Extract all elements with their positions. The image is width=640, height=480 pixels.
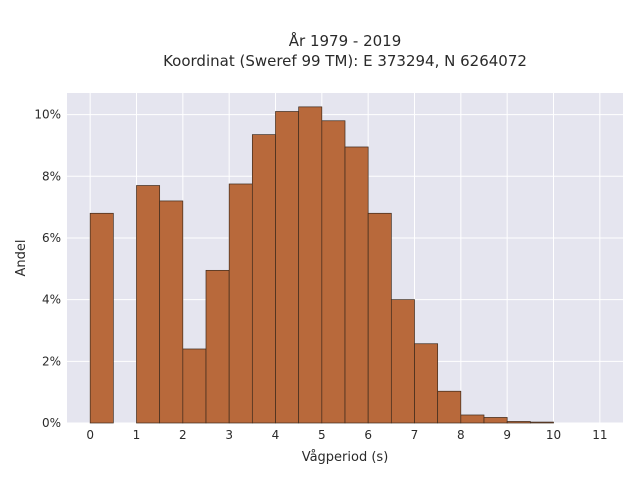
chart-title-line1: År 1979 - 2019	[289, 31, 402, 50]
x-tick-label: 4	[272, 428, 280, 442]
x-tick-label: 11	[592, 428, 607, 442]
y-tick-label: 8%	[42, 169, 61, 183]
histogram-bar	[136, 185, 161, 424]
histogram-bar	[159, 200, 184, 424]
histogram-bar	[437, 390, 462, 424]
y-tick-label: 4%	[42, 293, 61, 307]
x-tick-label: 9	[503, 428, 511, 442]
x-tick-label: 2	[179, 428, 187, 442]
histogram-bar	[344, 146, 369, 424]
histogram-bar	[367, 212, 392, 424]
histogram-bar	[460, 414, 485, 424]
histogram-bar	[275, 111, 300, 424]
histogram-bar	[205, 269, 230, 424]
x-tick-label: 8	[457, 428, 465, 442]
histogram-bar	[251, 134, 276, 424]
x-tick-label: 6	[364, 428, 372, 442]
histogram-bar	[298, 106, 323, 424]
chart-title-line2: Koordinat (Sweref 99 TM): E 373294, N 62…	[163, 52, 527, 70]
y-tick-labels: 0% 2% 4% 6% 8% 10%	[34, 108, 61, 430]
y-axis-label: Andel	[14, 240, 29, 277]
y-tick-label: 10%	[34, 108, 61, 122]
x-tick-label: 5	[318, 428, 326, 442]
histogram-bar	[182, 348, 207, 424]
histogram-bar	[414, 343, 439, 424]
x-tick-label: 7	[411, 428, 419, 442]
y-tick-label: 2%	[42, 354, 61, 368]
x-tick-labels: 0 1 2 3 4 5 6 7 8 9 10 11	[86, 428, 607, 442]
bars	[89, 106, 554, 424]
histogram-bar	[529, 421, 554, 424]
histogram-bar	[506, 421, 531, 424]
histogram-bar	[228, 183, 253, 424]
x-tick-label: 3	[225, 428, 233, 442]
y-tick-label: 6%	[42, 231, 61, 245]
y-tick-label: 0%	[42, 416, 61, 430]
histogram-bar	[89, 212, 114, 424]
x-axis-label: Vågperiod (s)	[302, 450, 389, 465]
histogram-bar	[390, 299, 415, 424]
x-tick-label: 0	[86, 428, 94, 442]
histogram-bar	[321, 120, 346, 424]
x-tick-label: 10	[546, 428, 561, 442]
x-tick-label: 1	[133, 428, 141, 442]
histogram-bar	[483, 417, 508, 424]
